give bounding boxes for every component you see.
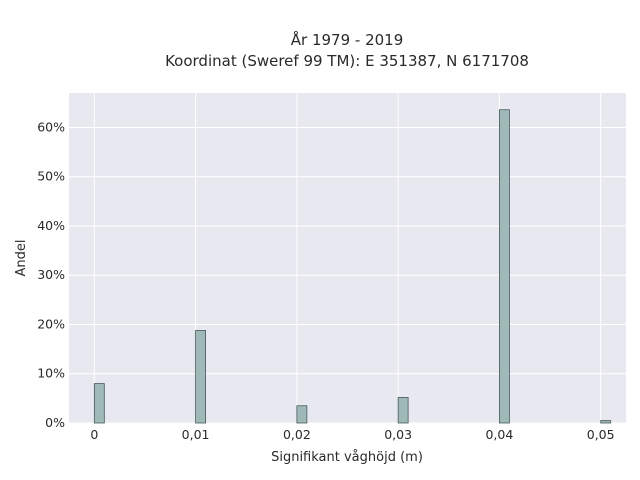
x-tick-label: 0 xyxy=(90,427,98,442)
y-tick-label: 0% xyxy=(45,415,65,430)
bar xyxy=(195,330,206,424)
y-tick-label: 10% xyxy=(37,366,65,381)
chart-subtitle: Koordinat (Sweref 99 TM): E 351387, N 61… xyxy=(165,52,529,70)
y-tick-label: 30% xyxy=(37,267,65,282)
y-axis-label: Andel xyxy=(14,240,29,277)
bar xyxy=(296,405,308,424)
x-tick-labels: 0 0,01 0,02 0,03 0,04 0,05 xyxy=(90,427,614,442)
x-tick-label: 0,03 xyxy=(384,427,412,442)
y-tick-label: 50% xyxy=(37,169,65,184)
x-tick-label: 0,01 xyxy=(182,427,210,442)
x-tick-label: 0,02 xyxy=(283,427,311,442)
y-tick-labels: 0% 10% 20% 30% 40% 50% 60% xyxy=(37,119,65,430)
bar xyxy=(499,109,510,424)
bars xyxy=(93,109,612,424)
x-tick-label: 0,05 xyxy=(587,427,615,442)
x-axis-label: Signifikant våghöjd (m) xyxy=(271,450,423,465)
bar xyxy=(397,396,409,424)
gridlines xyxy=(69,93,626,424)
bar xyxy=(93,383,105,424)
bar xyxy=(600,420,612,424)
y-tick-label: 20% xyxy=(37,316,65,331)
x-tick-label: 0,04 xyxy=(485,427,513,442)
plot-area xyxy=(69,93,626,423)
chart-title: År 1979 - 2019 xyxy=(291,30,404,49)
y-tick-label: 40% xyxy=(37,218,65,233)
y-tick-label: 60% xyxy=(37,119,65,134)
